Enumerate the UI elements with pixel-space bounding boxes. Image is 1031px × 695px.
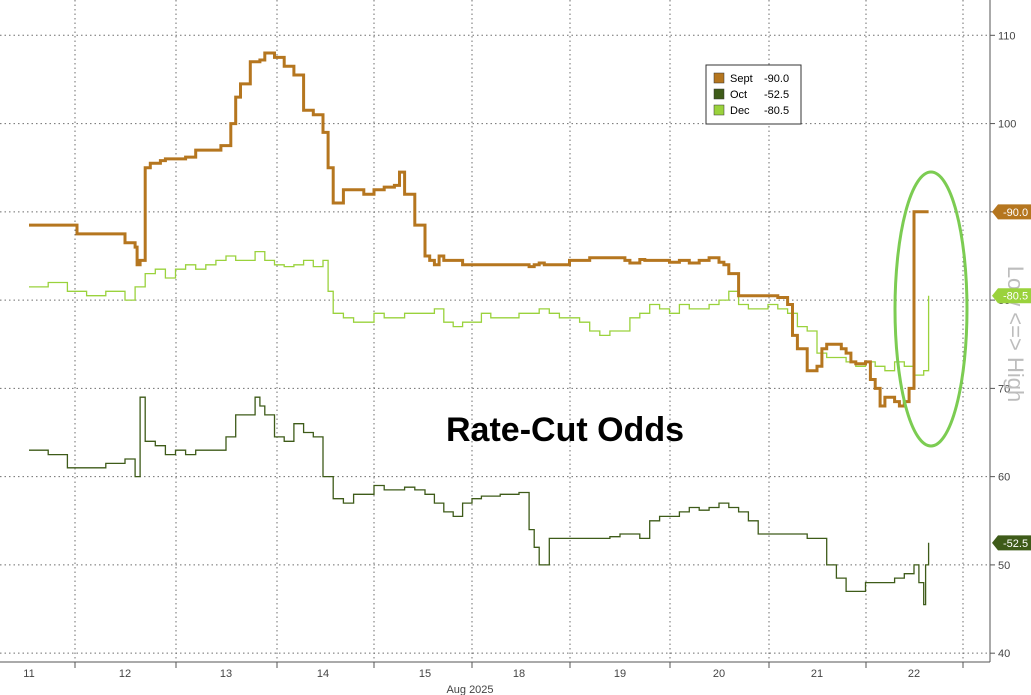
value-badges: -90.0 -52.5 -80.5 (992, 204, 1031, 551)
x-tick-label: 15 (419, 668, 431, 680)
y-tick-label: 40 (998, 648, 1010, 660)
x-tick-label: 19 (614, 668, 626, 680)
x-axis-ticks: 11 12 13 14 15 18 19 20 21 22 (23, 662, 964, 680)
x-tick-label: 13 (220, 668, 232, 680)
y-tick-label: 110 (998, 30, 1016, 42)
x-tick-label: 18 (513, 668, 525, 680)
x-axis-title: Aug 2025 (446, 684, 493, 695)
x-tick-label: 11 (23, 668, 34, 680)
y-tick-label: 70 (998, 383, 1010, 395)
legend-label-dec: Dec (730, 105, 750, 117)
legend-swatch-sept (713, 72, 725, 84)
legend-label-sept: Sept (730, 73, 753, 85)
series-line-oct (29, 396, 930, 606)
badge-label-sept: -90.0 (1003, 207, 1028, 219)
legend: Sept -90.0 Oct -52.5 Dec -80.5 (705, 64, 802, 125)
y-tick-label: 60 (998, 472, 1010, 484)
x-tick-label: 14 (317, 668, 329, 680)
side-axis-label: Low <=> High (1003, 266, 1028, 402)
y-tick-label: 50 (998, 560, 1010, 572)
series-lines (29, 51, 930, 606)
highlight-ellipse (893, 170, 969, 448)
badge-label-oct: -52.5 (1003, 538, 1028, 550)
legend-swatch-dec (713, 104, 725, 116)
chart-annotation: Rate-Cut Odds (446, 411, 684, 449)
legend-value-oct: -52.5 (764, 89, 789, 101)
x-tick-label: 12 (119, 668, 131, 680)
series-line-dec (29, 250, 930, 376)
badge-sept (992, 204, 1031, 220)
legend-swatch-oct (713, 88, 725, 100)
legend-label-oct: Oct (730, 89, 747, 101)
y-tick-label: 100 (998, 119, 1016, 131)
x-tick-label: 20 (713, 668, 725, 680)
legend-value-dec: -80.5 (764, 105, 789, 117)
x-tick-label: 22 (908, 668, 920, 680)
grid (0, 0, 991, 663)
badge-dec (992, 288, 1031, 304)
badge-oct (992, 535, 1031, 551)
x-tick-label: 21 (811, 668, 823, 680)
legend-value-sept: -90.0 (764, 73, 789, 85)
badge-label-dec: -80.5 (1003, 291, 1028, 303)
series-line-sept (29, 51, 929, 408)
